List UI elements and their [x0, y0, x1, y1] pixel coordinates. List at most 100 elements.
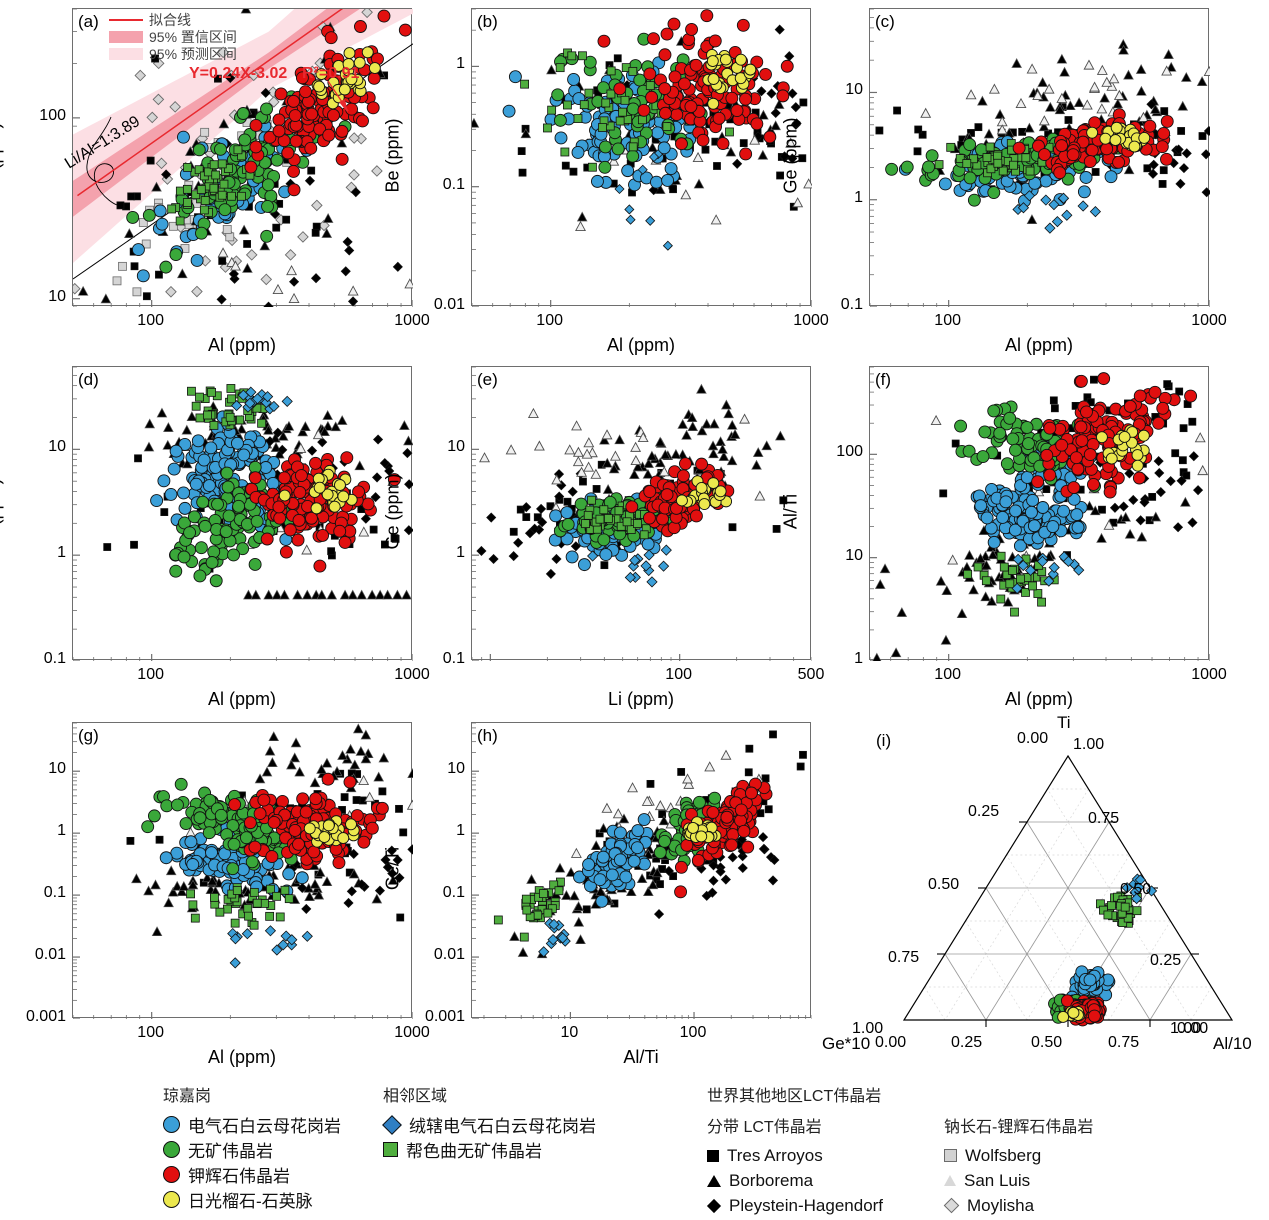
x-tick-label: 1000: [394, 1024, 430, 1041]
plot-frame-c: [869, 8, 1210, 307]
ternary-apex-label-ge: Ge*10: [822, 1034, 871, 1053]
legend-item-label: 电气石白云母花岗岩: [188, 1117, 341, 1136]
legend-group-3: 钠长石-锂辉石伟晶岩 Wolfsberg San Luis Moylisha: [943, 1113, 1093, 1218]
legend-label: 95% 预测区间: [149, 45, 237, 62]
square-open-marker: [944, 1149, 957, 1162]
panel-label-g: (g): [78, 726, 99, 745]
x-tick-label: 1000: [394, 666, 430, 683]
circle-marker: [163, 1141, 180, 1158]
y-tick-label: 0.01: [433, 296, 465, 313]
y-tick-label: 0.1: [442, 175, 465, 193]
fit-annotation-arrow: [339, 99, 348, 113]
panel-label-f: (f): [875, 370, 892, 389]
circle-marker: [163, 1166, 180, 1183]
y-axis-label-h: Ge/Ti: [382, 846, 403, 891]
legend-item[interactable]: Pleystein-Hagendorf: [706, 1193, 884, 1218]
x-axis-label-c: Al (ppm): [1004, 335, 1073, 355]
legend-item-label: 绒辖电气石白云母花岗岩: [409, 1117, 596, 1136]
fit-line: [77, 9, 344, 197]
legend-item[interactable]: 帮色曲无矿伟晶岩: [383, 1137, 596, 1162]
ternary-tick-bottom: 1.00: [1170, 1020, 1202, 1037]
panel-label-e: (e): [477, 370, 498, 389]
panel-label-h: (h): [477, 726, 498, 745]
y-tick-label: 10: [845, 81, 863, 99]
y-tick-label: 0.1: [43, 650, 66, 667]
y-tick-label: 0.1: [442, 884, 465, 902]
prediction-interval-band: [73, 9, 413, 263]
x-tick-label: 100: [137, 312, 164, 329]
y-tick-label: 1: [456, 544, 465, 562]
y-tick-label: 10: [447, 760, 465, 778]
legend-row: 95% 置信区间: [109, 28, 237, 45]
y-tick-label: 0.1: [840, 296, 863, 313]
ternary-apex-label-ti: Ti: [1057, 713, 1071, 732]
legend-item[interactable]: Wolfsberg: [944, 1143, 1093, 1168]
panel-label-d: (d): [78, 370, 99, 389]
plot-area-e: [472, 367, 812, 661]
ternary-plot-area: [902, 754, 1234, 1027]
legend-item-label: Tres Arroyos: [727, 1145, 823, 1165]
legend-item[interactable]: 无矿伟晶岩: [163, 1137, 341, 1162]
y-tick-label: 1: [854, 188, 863, 206]
legend-item[interactable]: 电气石白云母花岗岩: [163, 1112, 341, 1137]
plot-area-d: [73, 367, 413, 661]
legend-item[interactable]: San Luis: [944, 1168, 1093, 1193]
panel-label-a: (a): [78, 12, 99, 31]
fit-r2-text: R²=0.91: [302, 65, 360, 82]
y-tick-label: 0.01: [433, 946, 465, 964]
plot-area-f: [870, 367, 1210, 661]
band-swatch: [109, 30, 143, 43]
triangle-open-marker: [944, 1175, 956, 1186]
y-tick-label: 0.001: [25, 1008, 66, 1025]
ternary-tick-left: 0.75: [888, 949, 920, 966]
plot-frame-f: [869, 366, 1210, 661]
y-tick-label: 0.1: [43, 884, 66, 902]
ternary-tick-bottom: 0.75: [1108, 1034, 1140, 1051]
y-tick-label: 100: [39, 106, 66, 124]
legend-item[interactable]: 日光榴石-石英脉: [163, 1187, 341, 1212]
legend-item[interactable]: 钾辉石伟晶岩: [163, 1162, 341, 1187]
plot-frame-h: [471, 722, 812, 1019]
x-tick-label: 100: [934, 312, 961, 329]
panel-a-legend: 拟合线 95% 置信区间 95% 预测区间: [109, 11, 237, 62]
plot-frame-d: [72, 366, 413, 661]
y-tick-label: 10: [48, 287, 66, 305]
legend-group-2: 分带 LCT伟晶岩 Tres Arroyos Borborema Pleystein-…: [706, 1113, 884, 1218]
diamond-open-marker: [943, 1197, 960, 1214]
ternary-apex-label-al: Al/10: [1213, 1034, 1252, 1053]
legend-group-0: 琼嘉岗 电气石白云母花岗岩 无矿伟晶岩 钾辉石伟晶岩 日光榴石-石英脉: [163, 1082, 341, 1212]
ternary-tick-left: 0.00: [1017, 730, 1049, 747]
ternary-tick-bottom: 0.50: [1031, 1034, 1063, 1051]
fit-equation-text: Y=0.24X-3.02: [189, 65, 288, 82]
legend-group-title: 分带 LCT伟晶岩: [707, 1119, 822, 1136]
legend-item[interactable]: 绒辖电气石白云母花岗岩: [382, 1112, 596, 1137]
legend-label: 95% 置信区间: [149, 28, 237, 45]
plot-area-b: [472, 9, 812, 307]
x-axis-label-d: Al (ppm): [207, 689, 276, 709]
legend-item[interactable]: Moylisha: [943, 1193, 1093, 1218]
y-axis-label-c: Ge (ppm): [780, 117, 801, 194]
y-axis-label-a: Li (ppm): [0, 122, 4, 189]
legend-item-label: 钾辉石伟晶岩: [188, 1167, 290, 1186]
legend-item-label: Moylisha: [967, 1195, 1035, 1215]
y-tick-label: 0.001: [424, 1008, 465, 1025]
legend-world-header: 世界其他地区LCT伟晶岩: [707, 1082, 881, 1112]
x-tick-label: 500: [797, 666, 825, 683]
legend-world-header-text: 世界其他地区LCT伟晶岩: [707, 1088, 882, 1105]
x-tick-label: 1000: [793, 312, 829, 329]
ternary-tick-right: 0.25: [1150, 952, 1182, 969]
legend-item[interactable]: Tres Arroyos: [707, 1143, 883, 1168]
legend-item-label: Pleystein-Hagendorf: [729, 1195, 884, 1215]
y-tick-label: 0.1: [442, 650, 465, 667]
circle-marker: [163, 1116, 180, 1133]
ternary-tick-right: 0.75: [1088, 810, 1120, 827]
x-axis-label-e: Li (ppm): [607, 689, 674, 709]
x-tick-label: 100: [536, 312, 563, 329]
legend-item-label: 帮色曲无矿伟晶岩: [406, 1142, 542, 1161]
legend-item-label: 无矿伟晶岩: [188, 1142, 273, 1161]
x-tick-label: 100: [679, 1024, 707, 1041]
legend-item[interactable]: Borborema: [707, 1168, 883, 1193]
x-tick-label: 100: [934, 666, 961, 683]
ternary-tick-right: 0.00: [1177, 1020, 1209, 1037]
